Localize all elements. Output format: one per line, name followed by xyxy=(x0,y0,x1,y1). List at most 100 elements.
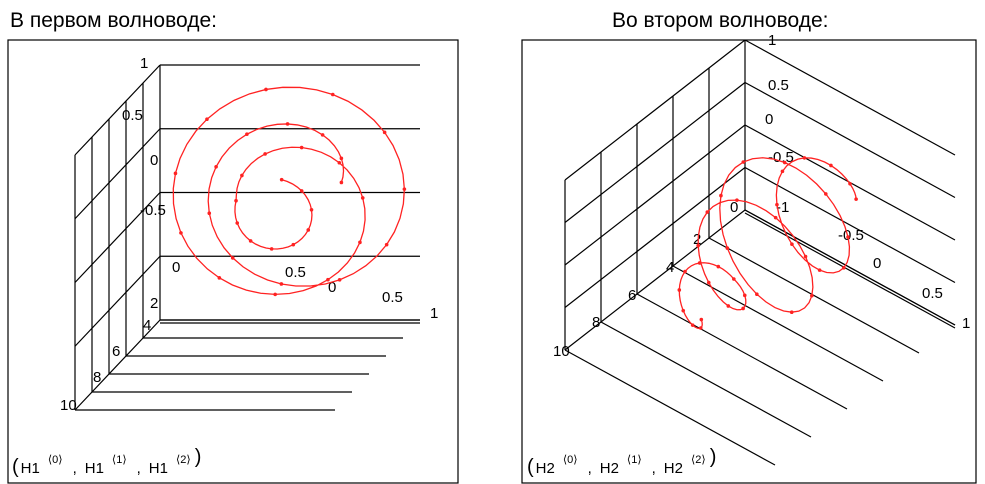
curve-point xyxy=(320,133,325,137)
axis-line xyxy=(744,212,956,329)
curve-point xyxy=(782,160,787,165)
x-tick-label: 6 xyxy=(628,287,636,304)
expression-label: (H1 ⟨0⟩, H1 ⟨1⟩, H1 ⟨2⟩) xyxy=(12,446,201,478)
curve-point xyxy=(780,169,785,174)
curve-point xyxy=(269,247,274,251)
paren: ( xyxy=(12,456,19,478)
plot-frame xyxy=(521,39,977,484)
curve-point xyxy=(230,256,235,260)
grid-line xyxy=(74,128,161,220)
var-name: H1 xyxy=(149,460,168,477)
grid-line xyxy=(744,166,956,284)
curve-point xyxy=(339,156,344,161)
y-tick-label: 0.5 xyxy=(382,289,403,306)
y-tick-label: 0 xyxy=(328,279,336,296)
paren: ) xyxy=(710,446,717,468)
curve-point xyxy=(339,180,344,185)
curve-point xyxy=(264,87,268,92)
curve-point xyxy=(245,132,249,137)
curve-point xyxy=(846,235,850,239)
curve-point xyxy=(248,239,253,243)
curve-point xyxy=(309,207,314,212)
y-tick-label: 0.5 xyxy=(922,285,943,302)
curve-point xyxy=(848,181,852,186)
grid-line xyxy=(74,64,161,156)
panel-title: Во втором волноводе: xyxy=(612,9,828,32)
curve-point xyxy=(205,117,209,122)
curve-point xyxy=(360,196,365,200)
x-tick-label: 8 xyxy=(93,369,101,386)
curve-point xyxy=(240,173,244,178)
grid-line xyxy=(564,39,746,181)
x-tick-label: 2 xyxy=(150,295,158,312)
curve-point xyxy=(716,264,721,269)
curve-point xyxy=(173,171,178,176)
var-name: H1 xyxy=(85,460,104,477)
var-name: H2 xyxy=(536,460,555,477)
curve-point xyxy=(382,130,387,135)
x-tick-label: 2 xyxy=(693,231,701,248)
curve-point xyxy=(677,288,682,292)
curve-point xyxy=(358,240,362,245)
curve-point xyxy=(841,265,846,270)
grid-line xyxy=(564,124,746,266)
curve-point xyxy=(263,152,267,156)
superscript: ⟨1⟩ xyxy=(112,454,127,466)
curve-point xyxy=(273,292,277,297)
z-tick-label: 0 xyxy=(765,111,773,128)
curve-point xyxy=(285,122,290,126)
curve-point xyxy=(755,292,759,296)
curve-point xyxy=(790,242,794,247)
superscript: ⟨1⟩ xyxy=(627,454,642,466)
curve-point xyxy=(773,215,778,220)
curve xyxy=(172,86,406,296)
grid-line xyxy=(564,82,746,223)
curve-point xyxy=(726,304,731,308)
z-tick-label: 0 xyxy=(150,152,158,169)
curve-point xyxy=(706,280,711,285)
grid-line xyxy=(74,319,161,411)
sep: , xyxy=(137,460,141,477)
curve-point xyxy=(789,310,794,315)
var-name: H2 xyxy=(600,460,619,477)
x-tick-label: 4 xyxy=(666,259,674,276)
x-tick-label: 4 xyxy=(143,317,151,334)
z-tick-label: -0.5 xyxy=(140,202,166,219)
curve-point xyxy=(742,293,747,298)
grid-line xyxy=(744,209,956,326)
curve-point xyxy=(829,163,833,168)
curve-point xyxy=(179,231,183,235)
curve-point xyxy=(299,145,304,150)
grid-line xyxy=(564,349,776,466)
z-tick-label: -0.5 xyxy=(768,149,794,166)
curve-point xyxy=(306,228,311,232)
superscript: ⟨2⟩ xyxy=(691,454,706,466)
curve-point xyxy=(719,193,723,198)
var-name: H2 xyxy=(664,460,683,477)
curve-point xyxy=(234,198,238,203)
plot-frame xyxy=(7,39,459,484)
x-tick-label: 8 xyxy=(592,314,600,331)
sep: , xyxy=(588,460,592,477)
curve-point xyxy=(681,308,686,313)
curve-point xyxy=(803,254,808,259)
z-tick-label: -1 xyxy=(776,199,789,216)
curve-point xyxy=(775,202,779,207)
curve-point xyxy=(326,277,330,282)
sep: , xyxy=(73,460,77,477)
curve-point xyxy=(741,306,745,311)
curve-point xyxy=(705,210,710,214)
z-tick-label: 0.5 xyxy=(768,77,789,94)
curve-point xyxy=(735,198,739,202)
y-tick-label: -0.5 xyxy=(838,227,864,244)
superscript: ⟨2⟩ xyxy=(176,454,191,466)
x-tick-label: 10 xyxy=(60,397,77,414)
grid-line xyxy=(74,255,161,347)
curve-point xyxy=(402,187,407,191)
curve-point xyxy=(217,276,222,280)
grid-line xyxy=(708,237,920,354)
curve-point xyxy=(741,160,746,164)
curve-point xyxy=(683,269,687,274)
curve-point xyxy=(810,293,814,298)
